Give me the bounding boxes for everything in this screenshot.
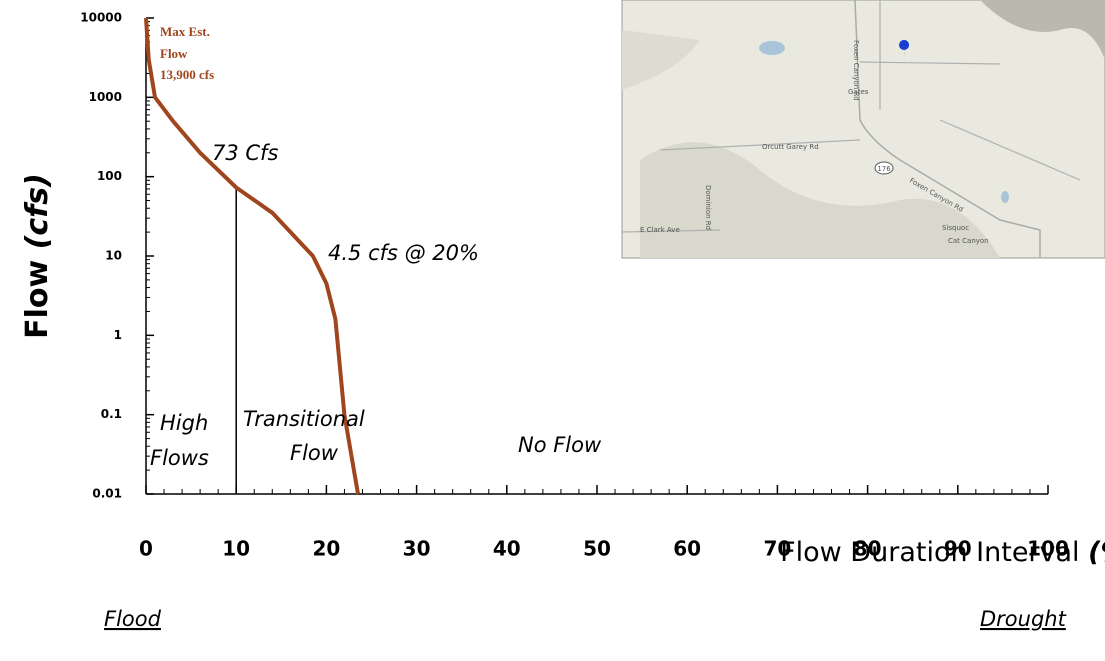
y-tick-label: 1 [114, 328, 122, 342]
y-axis-unit: (cfs) [20, 173, 55, 249]
annotation: 13,900 cfs [160, 67, 214, 82]
y-tick-label: 0.1 [101, 407, 122, 421]
annotation: Flow [290, 441, 339, 465]
x-tick-label: 10 [222, 537, 250, 561]
x-tick-label: 70 [763, 537, 791, 561]
annotation: No Flow [518, 433, 602, 457]
x-tick-label: 80 [854, 537, 882, 561]
annotation: Transitional [243, 407, 365, 431]
annotation: Flows [150, 446, 209, 470]
map-lake [759, 41, 785, 55]
y-tick-label: 1000 [89, 90, 122, 104]
map-label: Foxen Canyon Rd [852, 40, 860, 101]
y-axis-label: Flow (cfs) [20, 173, 55, 339]
annotation: Flood [104, 607, 162, 631]
annotation: High [160, 411, 208, 435]
y-tick-label: 0.01 [92, 487, 122, 501]
y-tick-label: 10000 [80, 11, 122, 25]
annotation: Flow [160, 46, 188, 61]
map-label: Cat Canyon [948, 237, 989, 245]
annotation: 4.5 cfs @ 20% [328, 241, 479, 265]
map-lake [1001, 191, 1009, 203]
annotation: Max Est. [160, 24, 210, 39]
x-axis-unit: (%) [1088, 537, 1105, 568]
chart: GatesOrcutt Garey Rd176Foxen Canyon RdSi… [0, 0, 1105, 661]
x-tick-label: 60 [673, 537, 701, 561]
map-label: E Clark Ave [640, 226, 680, 234]
x-tick-label: 50 [583, 537, 611, 561]
annotation: 73 Cfs [212, 141, 278, 165]
y-tick-label: 100 [97, 169, 122, 183]
annotation: Drought [980, 607, 1067, 631]
map-label: Orcutt Garey Rd [762, 143, 819, 151]
map-label: Sisquoc [942, 224, 969, 232]
x-tick-label: 20 [312, 537, 340, 561]
y-tick-label: 10 [105, 249, 122, 263]
y-axis-label-text: Flow [20, 260, 55, 339]
x-tick-label: 30 [403, 537, 431, 561]
x-tick-label: 40 [493, 537, 521, 561]
x-tick-label: 100 [1027, 537, 1069, 561]
x-tick-label: 90 [944, 537, 972, 561]
x-tick-label: 0 [139, 537, 153, 561]
map-label: Dominion Rd [704, 185, 712, 230]
map-label: 176 [877, 165, 891, 173]
